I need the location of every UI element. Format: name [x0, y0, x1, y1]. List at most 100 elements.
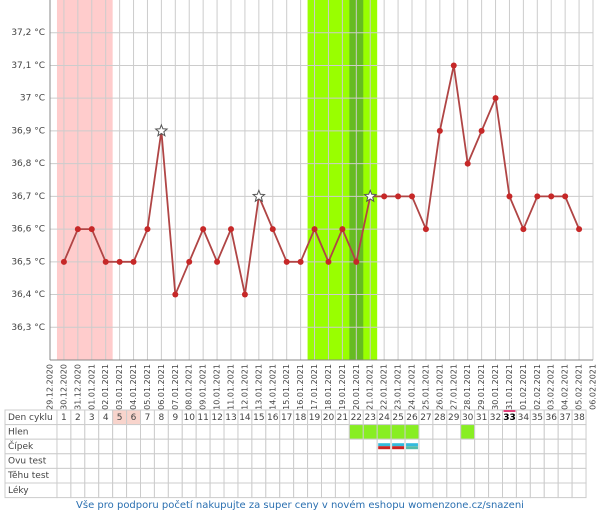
table-cell: [84, 482, 100, 499]
table-cell: [362, 438, 378, 455]
table-cell: [265, 453, 281, 469]
table-cell: [195, 467, 211, 484]
cycle-day: 22: [351, 413, 362, 423]
table-cell: [251, 467, 267, 484]
point: [436, 127, 443, 134]
table-cell: [432, 438, 448, 455]
x-tick-label: 14.01.2021: [268, 364, 277, 410]
table-cell: [515, 424, 531, 440]
x-tick-label: 04.01.2021: [129, 364, 138, 410]
point: [283, 258, 290, 265]
table-cell: [474, 453, 490, 469]
table-cell: [348, 467, 364, 484]
table-cell: [126, 424, 141, 440]
table-cell: [251, 482, 267, 499]
table-cell: [126, 453, 141, 469]
table-cell: [474, 438, 490, 455]
table-cell: [488, 482, 504, 499]
point: [395, 193, 402, 200]
x-tick-label: 24.01.2021: [408, 364, 417, 410]
cycle-day: 34: [518, 413, 530, 423]
table-cell: [502, 453, 517, 469]
table-cell: [376, 424, 392, 440]
cycle-day: 8: [159, 413, 165, 423]
table-cell: [571, 453, 587, 469]
row-label: Léky: [8, 485, 29, 496]
cycle-day: 32: [490, 413, 501, 423]
table-cell: [502, 482, 517, 499]
table-cell: [543, 467, 559, 484]
table-cell: [460, 453, 476, 469]
table-cell: [56, 453, 72, 469]
x-tick-label: 23.01.2021: [394, 364, 403, 410]
table-cell: [98, 438, 114, 455]
table-cell: [293, 453, 309, 469]
table-cell: [112, 453, 128, 469]
table-cell: [70, 482, 86, 499]
table-cell: [543, 453, 559, 469]
table-cell: [223, 438, 239, 455]
table-cell: [432, 482, 448, 499]
table-cell: [321, 424, 336, 440]
cycle-day: 18: [295, 413, 307, 423]
table-cell: [237, 467, 253, 484]
table-cell: [557, 482, 573, 499]
table-cell: [348, 438, 364, 455]
table-cell: [140, 482, 155, 499]
table-cell: [112, 467, 128, 484]
star-marker: [363, 188, 378, 203]
table-cell: [209, 424, 225, 440]
cervix-mark: [378, 443, 391, 447]
star-marker: [154, 123, 169, 137]
point: [492, 95, 499, 102]
x-tick-label: 30.01.2021: [491, 364, 500, 410]
footer-link[interactable]: Vše pro podporu početí nakupujte za supe…: [76, 499, 524, 511]
table-cell: [474, 424, 490, 440]
cycle-day: 33: [503, 413, 516, 423]
table-cell: [56, 482, 72, 499]
table-cell: [446, 453, 462, 469]
table-cell: [321, 482, 336, 499]
cycle-day: 1: [61, 413, 67, 423]
table-cell: [140, 453, 155, 469]
cycle-day: 36: [546, 413, 558, 423]
table-cell: [251, 438, 267, 455]
x-tick-label: 21.01.2021: [366, 364, 375, 410]
x-tick-label: 17.01.2021: [310, 364, 319, 410]
table-cell: [488, 453, 504, 469]
point: [353, 258, 360, 265]
table-cell: [321, 453, 336, 469]
table-cell: [279, 424, 295, 440]
row-label: Hlen: [8, 427, 29, 437]
cycle-day: 30: [462, 413, 474, 423]
table-cell: [446, 424, 462, 440]
table-cell: [404, 424, 420, 440]
x-tick-label: 02.02.2021: [533, 364, 542, 410]
row-label: Těhu test: [7, 471, 50, 481]
cycle-day: 9: [172, 413, 178, 423]
table-cell: [460, 467, 476, 484]
point: [200, 226, 207, 233]
table-cell: [209, 453, 225, 469]
y-tick-label: 36,9 °C: [11, 126, 45, 136]
table-cell: [153, 453, 169, 469]
x-tick-label: 29.12.2020: [46, 364, 55, 410]
table-cell: [98, 453, 114, 469]
y-tick-label: 37,2 °C: [11, 28, 45, 38]
cycle-day: 29: [448, 413, 460, 423]
point: [548, 193, 555, 200]
table-cell: [432, 424, 448, 440]
point: [478, 127, 485, 134]
cycle-day: 13: [225, 413, 236, 423]
point: [506, 193, 513, 200]
cycle-day: 28: [434, 413, 446, 423]
cycle-day: 35: [532, 413, 543, 423]
table-cell: [112, 424, 128, 440]
table-cell: [502, 438, 517, 455]
x-tick-label: 09.01.2021: [199, 364, 208, 410]
table-cell: [334, 453, 350, 469]
point: [130, 258, 137, 265]
table-cell: [515, 482, 531, 499]
table-cell: [390, 467, 406, 484]
point: [214, 258, 221, 265]
